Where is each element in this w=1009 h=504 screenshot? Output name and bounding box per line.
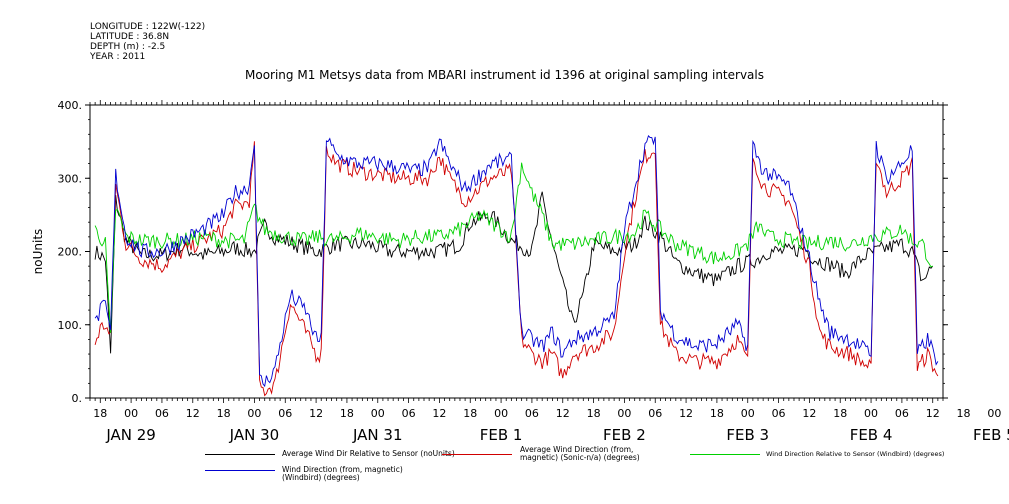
x-hour-label-26: 06 [895,407,909,420]
meta-longitude: LONGITUDE : 122W(-122) [90,22,206,32]
y-axis-label: noUnits [31,229,45,275]
x-day-label-7: FEB 5 [973,426,1009,444]
x-hour-label-2: 06 [155,407,169,420]
x-hour-label-22: 06 [772,407,786,420]
x-hour-label-18: 06 [648,407,662,420]
legend-label-avg-wind-dir-rel: Average Wind Dir Relative to Sensor (noU… [282,449,455,458]
series-line-0 [94,191,934,354]
x-hour-label-5: 00 [247,407,261,420]
x-hour-label-6: 06 [278,407,292,420]
series-line-2 [94,162,933,333]
x-hour-label-8: 18 [340,407,354,420]
x-day-label-2: JAN 31 [352,426,403,444]
x-hour-label-13: 00 [494,407,508,420]
x-hour-label-20: 18 [710,407,724,420]
legend-label-wind-dir-rel-windbird: Wind Direction Relative to Sensor (Windb… [766,450,945,458]
x-hour-label-9: 00 [371,407,385,420]
x-hour-label-19: 12 [679,407,693,420]
x-hour-label-27: 12 [926,407,940,420]
x-hour-label-25: 00 [864,407,878,420]
x-hour-label-12: 18 [463,407,477,420]
y-tick-label-4: 400. [58,99,83,112]
x-hour-label-14: 06 [525,407,539,420]
x-day-label-0: JAN 29 [105,426,156,444]
x-hour-label-4: 18 [217,407,231,420]
meta-depth: DEPTH (m) : -2.5 [90,42,166,52]
x-day-label-4: FEB 2 [603,426,646,444]
y-tick-label-3: 300. [58,172,83,185]
y-tick-label-1: 100. [58,319,83,332]
series-line-3 [94,134,939,388]
x-hour-label-15: 12 [556,407,570,420]
y-tick-label-2: 200. [58,246,83,259]
legend-swatch-avg-wind-dir-rel [205,454,275,455]
y-tick-label-0: 0. [72,392,83,405]
x-hour-label-29: 00 [987,407,1001,420]
x-day-label-3: FEB 1 [480,426,523,444]
meta-year: YEAR : 2011 [90,52,146,62]
meta-latitude: LATITUDE : 36.8N [90,32,170,42]
x-hour-label-10: 06 [402,407,416,420]
x-hour-label-11: 12 [432,407,446,420]
x-hour-label-16: 18 [587,407,601,420]
x-hour-label-17: 00 [617,407,631,420]
x-hour-label-7: 12 [309,407,323,420]
x-hour-label-1: 00 [124,407,138,420]
metadata-block: LONGITUDE : 122W(-122) LATITUDE : 36.8N … [90,22,205,62]
legend-label-avg-wind-dir-sonic: Average Wind Direction (from, magnetic) … [520,445,640,462]
legend-swatch-wind-dir-rel-windbird [690,454,760,455]
x-hour-label-28: 18 [957,407,971,420]
legend-swatch-wind-dir-windbird [205,470,275,471]
x-day-label-6: FEB 4 [850,426,893,444]
x-day-label-1: JAN 30 [229,426,280,444]
legend-swatch-avg-wind-dir-sonic [442,454,512,455]
legend-label-wind-dir-windbird: Wind Direction (from, magnetic) (Windbir… [282,465,403,482]
x-hour-label-21: 00 [741,407,755,420]
x-day-label-5: FEB 3 [726,426,769,444]
x-hour-label-24: 18 [833,407,847,420]
chart-title: Mooring M1 Metsys data from MBARI instru… [245,68,764,82]
series-line-1 [94,141,939,397]
x-hour-label-23: 12 [802,407,816,420]
x-hour-label-0: 18 [93,407,107,420]
x-hour-label-3: 12 [186,407,200,420]
